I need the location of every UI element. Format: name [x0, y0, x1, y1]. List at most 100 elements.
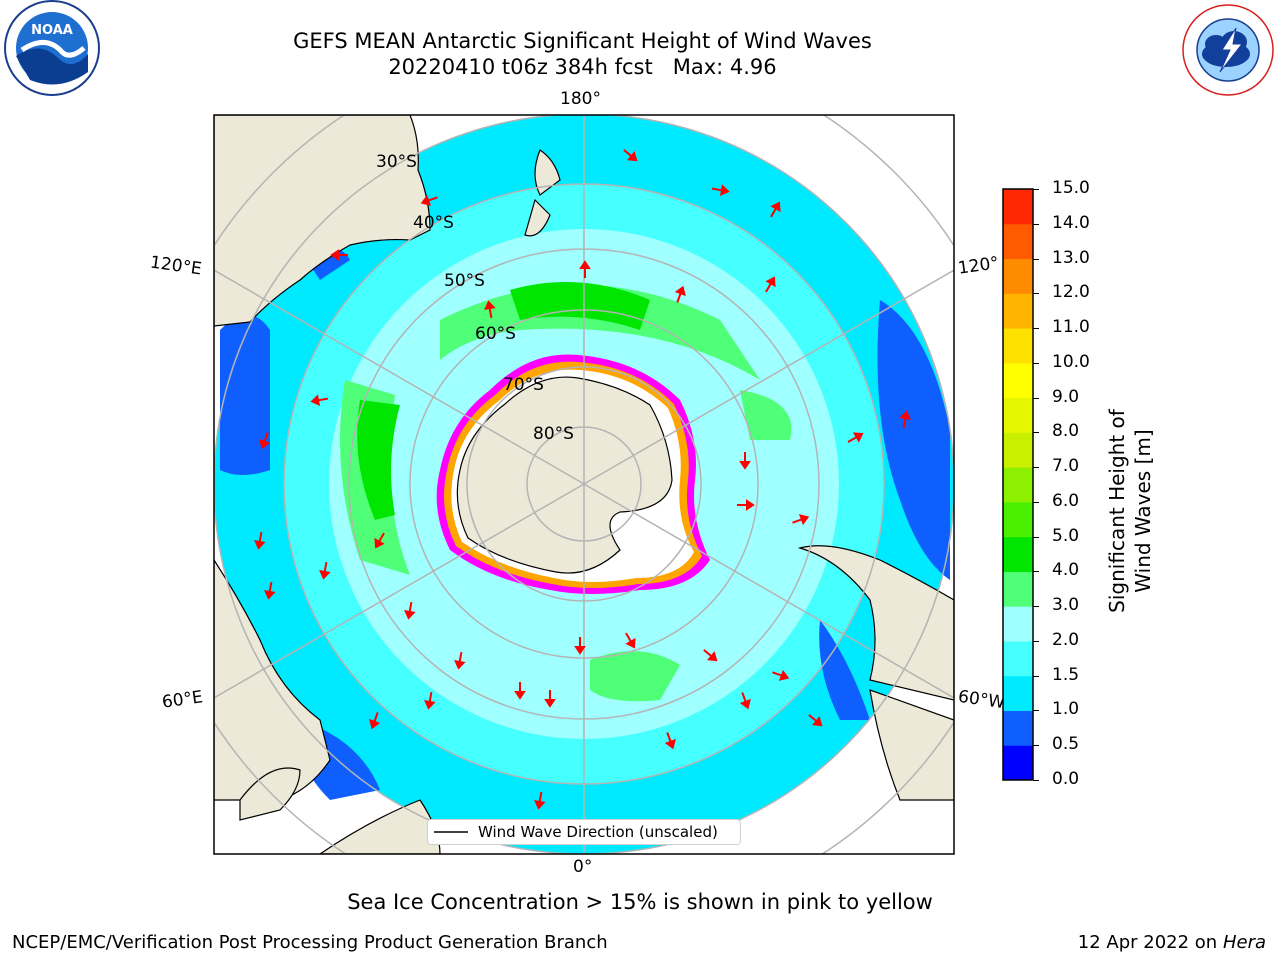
colorbar-tick-label: 1.5: [1052, 664, 1080, 685]
arrow: [374, 532, 385, 549]
colorbar-tick-label: 10.0: [1052, 351, 1090, 372]
colorbar-tick-mark: [1033, 432, 1039, 434]
colorbar: [1002, 188, 1034, 781]
colorbar-tick-label: 6.0: [1052, 490, 1080, 511]
colorbar-segment: [1003, 467, 1033, 503]
arrow: [792, 514, 810, 526]
lat-label-30s: 30°S: [376, 152, 417, 172]
arrow: [625, 632, 636, 649]
map-legend: Wind Wave Direction (unscaled): [427, 819, 741, 845]
footer-date: 12 Apr 2022 on Hera: [1078, 932, 1266, 953]
colorbar-tick-mark: [1033, 223, 1039, 225]
colorbar-tick-mark: [1033, 745, 1039, 747]
arrow: [664, 732, 676, 750]
footer-organization: NCEP/EMC/Verification Post Processing Pr…: [12, 932, 608, 953]
arrow: [404, 601, 416, 620]
colorbar-tick-mark: [1033, 293, 1039, 295]
footer-host: Hera: [1222, 932, 1266, 953]
arrow: [534, 791, 546, 810]
colorbar-tick-label: 3.0: [1052, 595, 1080, 616]
colorbar-tick-mark: [1033, 675, 1039, 677]
colorbar-tick-mark: [1033, 780, 1039, 781]
arrow: [264, 581, 276, 600]
colorbar-segment: [1003, 675, 1033, 711]
arrow: [574, 637, 586, 655]
colorbar-tick-mark: [1033, 258, 1039, 260]
arrow: [703, 649, 718, 662]
colorbar-tick-mark: [1033, 467, 1039, 469]
colorbar-tick-mark: [1033, 710, 1039, 712]
colorbar-tick-label: 0.5: [1052, 734, 1080, 755]
colorbar-segment: [1003, 293, 1033, 329]
colorbar-tick-label: 12.0: [1052, 282, 1090, 303]
colorbar-tick-mark: [1033, 640, 1039, 642]
arrow: [424, 691, 436, 710]
arrow: [674, 285, 686, 303]
colorbar-segment: [1003, 536, 1033, 572]
colorbar-tick-mark: [1033, 328, 1039, 330]
colorbar-tick-mark: [1033, 501, 1039, 503]
arrow: [319, 561, 331, 580]
colorbar-tick-mark: [1033, 397, 1039, 399]
colorbar-segment: [1003, 640, 1033, 677]
nws-logo: [1182, 4, 1274, 96]
arrow: [259, 432, 271, 450]
antarctica: [436, 354, 710, 594]
arrow: [711, 184, 730, 196]
arrow: [369, 712, 381, 730]
landmasses: [214, 115, 954, 854]
arrow: [899, 410, 911, 429]
colorbar-segment: [1003, 397, 1033, 433]
colorbar-tick-label: 5.0: [1052, 525, 1080, 546]
arrow: [579, 260, 591, 278]
arrow: [739, 692, 751, 710]
colorbar-tick-label: 8.0: [1052, 421, 1080, 442]
colorbar-tick-mark: [1033, 571, 1039, 573]
colorbar-label: Significant Height of Wind Waves [m]: [1105, 409, 1155, 613]
arrow: [310, 394, 329, 406]
legend-line-icon: [434, 831, 468, 833]
lat-label-50s: 50°S: [444, 271, 485, 291]
colorbar-tick-label: 11.0: [1052, 317, 1090, 338]
lon-label-0: 0°: [573, 857, 593, 877]
arrow: [454, 651, 466, 670]
chart-subtitle: 20220410 t06z 384h fcst Max: 4.96: [388, 55, 777, 79]
arrow: [847, 432, 864, 443]
colorbar-tick-mark: [1033, 189, 1039, 190]
chart-title: GEFS MEAN Antarctic Significant Height o…: [293, 29, 872, 53]
arrow: [808, 714, 823, 727]
colorbar-segment: [1003, 710, 1033, 746]
colorbar-tick-label: 9.0: [1052, 386, 1080, 407]
noaa-logo-text: NOAA: [31, 23, 73, 38]
colorbar-tick-label: 14.0: [1052, 212, 1090, 233]
arrow: [770, 201, 781, 218]
arrow: [514, 682, 526, 700]
lat-label-70s: 70°S: [503, 375, 544, 395]
arrow: [484, 300, 496, 319]
colorbar-tick-label: 2.0: [1052, 629, 1080, 650]
colorbar-tick-label: 13.0: [1052, 247, 1090, 268]
colorbar-tick-label: 4.0: [1052, 560, 1080, 581]
graticule: [214, 115, 954, 854]
colorbar-segment: [1003, 223, 1033, 260]
arrow: [737, 499, 755, 511]
colorbar-segment: [1003, 745, 1033, 781]
footer-date-text: 12 Apr 2022 on: [1077, 932, 1223, 953]
lat-label-40s: 40°S: [413, 213, 454, 233]
noaa-logo: NOAA: [4, 0, 100, 96]
colorbar-segment: [1003, 501, 1033, 538]
colorbar-tick-mark: [1033, 606, 1039, 608]
colorbar-segment: [1003, 362, 1033, 399]
colorbar-segment: [1003, 328, 1033, 364]
colorbar-tick-mark: [1033, 536, 1039, 538]
colorbar-segment: [1003, 606, 1033, 642]
arrow: [623, 149, 638, 162]
colorbar-tick-label: 1.0: [1052, 699, 1080, 720]
sea-ice-note: Sea Ice Concentration > 15% is shown in …: [347, 890, 933, 914]
arrow: [254, 531, 266, 550]
colorbar-segment: [1003, 432, 1033, 468]
arrow: [544, 690, 556, 708]
lat-label-60s: 60°S: [475, 324, 516, 344]
arrow: [420, 194, 438, 206]
